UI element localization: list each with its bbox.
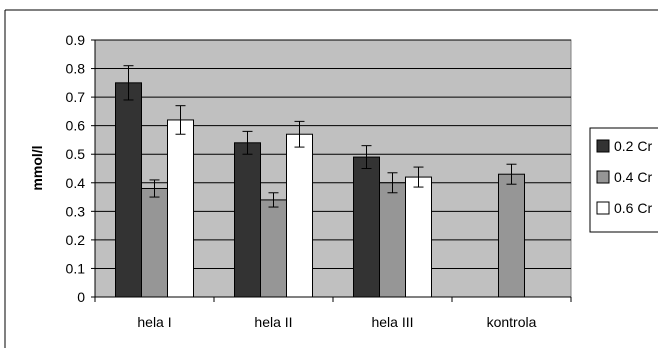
bar — [498, 173, 525, 298]
y-tick-label: 0.6 — [66, 118, 86, 134]
legend-swatch — [596, 139, 610, 153]
y-tick-label: 0.7 — [66, 89, 86, 105]
legend-label: 0.2 Cr — [614, 138, 652, 154]
legend-swatch — [596, 170, 610, 184]
bar — [167, 119, 194, 298]
legend: 0.2 Cr 0.4 Cr 0.6 Cr — [589, 127, 658, 233]
x-tick-label: kontrola — [487, 314, 537, 330]
x-tick-label: hela II — [254, 314, 292, 330]
y-tick-label: 0.1 — [66, 260, 86, 276]
x-axis-ticks: hela I hela II hela III kontrola — [94, 297, 572, 330]
y-tick-label: 0 — [77, 289, 85, 305]
bar — [234, 142, 261, 298]
bar — [353, 156, 380, 298]
bars-group — [115, 82, 525, 298]
y-axis-ticks: 0 0.1 0.2 0.3 0.4 0.5 0.6 0.7 0.8 0.9 — [66, 32, 95, 305]
x-tick-label: hela I — [137, 314, 171, 330]
y-axis-label: mmol/l — [29, 145, 45, 190]
y-tick-label: 0.5 — [66, 146, 86, 162]
error-bars-group — [123, 65, 517, 208]
y-tick-label: 0.9 — [66, 32, 86, 48]
x-tick-label: hela III — [371, 314, 413, 330]
y-tick-label: 0.4 — [66, 175, 86, 191]
legend-label: 0.6 Cr — [614, 200, 652, 216]
y-tick-label: 0.3 — [66, 203, 86, 219]
bar — [379, 182, 406, 298]
legend-label: 0.4 Cr — [614, 169, 652, 185]
legend-swatch — [596, 201, 610, 215]
y-tick-label: 0.2 — [66, 232, 86, 248]
bar — [286, 133, 313, 298]
bar — [405, 176, 432, 298]
bar — [141, 187, 168, 298]
bar — [260, 199, 287, 298]
y-tick-label: 0.8 — [66, 61, 86, 77]
bar — [115, 82, 142, 298]
